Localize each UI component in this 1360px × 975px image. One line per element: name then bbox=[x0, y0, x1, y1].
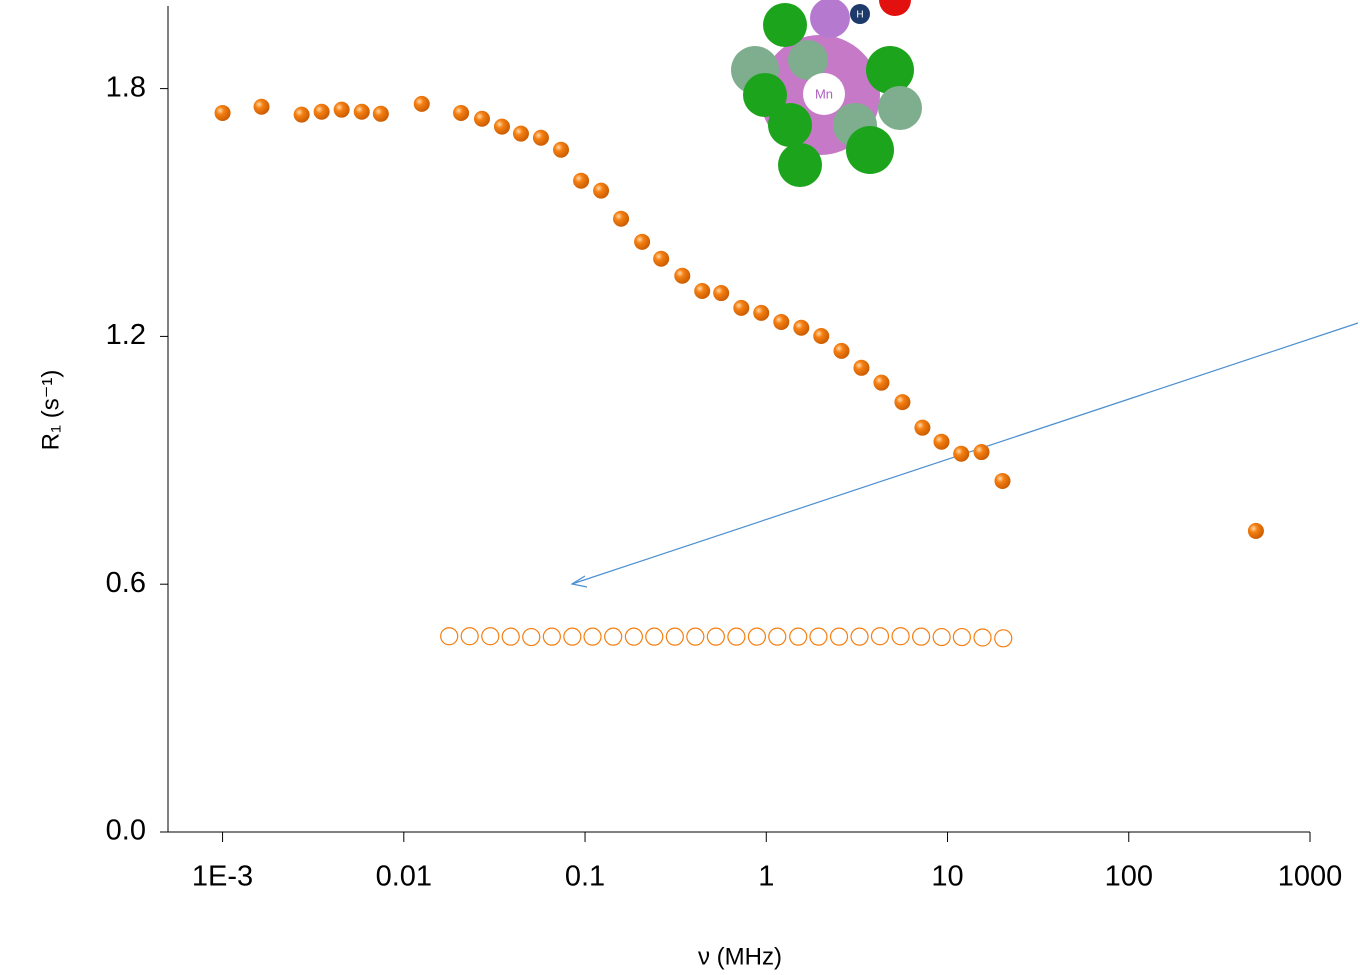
point bbox=[461, 628, 478, 645]
point bbox=[728, 628, 745, 645]
point bbox=[793, 320, 809, 336]
point bbox=[813, 328, 829, 344]
point bbox=[831, 628, 848, 645]
point bbox=[790, 628, 807, 645]
point bbox=[494, 119, 510, 135]
point bbox=[334, 102, 350, 118]
point bbox=[753, 305, 769, 321]
point bbox=[502, 628, 519, 645]
point bbox=[625, 628, 642, 645]
point bbox=[314, 104, 330, 120]
point bbox=[373, 106, 389, 122]
x-tick-label: 100 bbox=[1105, 861, 1153, 893]
point bbox=[694, 283, 710, 299]
point bbox=[810, 628, 827, 645]
point bbox=[593, 183, 609, 199]
atom-label: H bbox=[856, 10, 863, 21]
point bbox=[892, 628, 909, 645]
x-tick-label: 1E-3 bbox=[192, 861, 253, 893]
point bbox=[953, 629, 970, 646]
point bbox=[974, 629, 991, 646]
point bbox=[482, 628, 499, 645]
x-tick-label: 10 bbox=[931, 861, 963, 893]
point bbox=[914, 420, 930, 436]
point bbox=[873, 375, 889, 391]
point bbox=[253, 99, 269, 115]
point bbox=[613, 211, 629, 227]
y-tick-label: 0.0 bbox=[106, 815, 146, 847]
point bbox=[354, 104, 370, 120]
point bbox=[533, 130, 549, 146]
point bbox=[294, 107, 310, 123]
point bbox=[994, 473, 1010, 489]
point bbox=[853, 360, 869, 376]
point bbox=[646, 628, 663, 645]
point bbox=[441, 628, 458, 645]
point bbox=[666, 628, 683, 645]
point bbox=[933, 629, 950, 646]
x-axis-label: ν (MHz) bbox=[698, 943, 782, 970]
point bbox=[553, 142, 569, 158]
point bbox=[605, 628, 622, 645]
x-tick-label: 0.1 bbox=[565, 861, 605, 893]
point bbox=[871, 628, 888, 645]
point bbox=[523, 629, 540, 646]
point bbox=[573, 173, 589, 189]
point bbox=[513, 126, 529, 142]
y-tick-label: 0.6 bbox=[106, 567, 146, 599]
x-tick-label: 1 bbox=[758, 861, 774, 893]
point bbox=[215, 105, 231, 121]
point bbox=[833, 343, 849, 359]
x-tick-label: 1000 bbox=[1278, 861, 1343, 893]
point bbox=[913, 628, 930, 645]
point bbox=[584, 628, 601, 645]
point bbox=[543, 628, 560, 645]
atom-label: Mn bbox=[815, 86, 833, 101]
point bbox=[564, 628, 581, 645]
point bbox=[769, 628, 786, 645]
point bbox=[707, 628, 724, 645]
point bbox=[851, 628, 868, 645]
x-tick-label: 0.01 bbox=[376, 861, 432, 893]
point bbox=[1248, 523, 1264, 539]
point bbox=[894, 394, 910, 410]
point bbox=[773, 314, 789, 330]
y-tick-label: 1.2 bbox=[106, 319, 146, 351]
chart: Mn H ν (MHz) R₁ (s⁻¹) 0.0 0.6 1.2 1.8 1E-3 0.… bbox=[0, 0, 1360, 975]
point bbox=[634, 234, 650, 250]
point bbox=[453, 105, 469, 121]
point bbox=[653, 251, 669, 267]
y-tick-label: 1.8 bbox=[106, 71, 146, 103]
point bbox=[474, 111, 490, 127]
point bbox=[733, 300, 749, 316]
point bbox=[995, 630, 1012, 647]
point bbox=[748, 628, 765, 645]
point bbox=[953, 446, 969, 462]
point bbox=[674, 268, 690, 284]
point bbox=[687, 628, 704, 645]
y-axis-label: R₁ (s⁻¹) bbox=[37, 370, 64, 451]
point bbox=[974, 444, 990, 460]
point bbox=[414, 96, 430, 112]
molecule-illustration: Mn H bbox=[731, 0, 922, 187]
point bbox=[933, 434, 949, 450]
point bbox=[713, 285, 729, 301]
